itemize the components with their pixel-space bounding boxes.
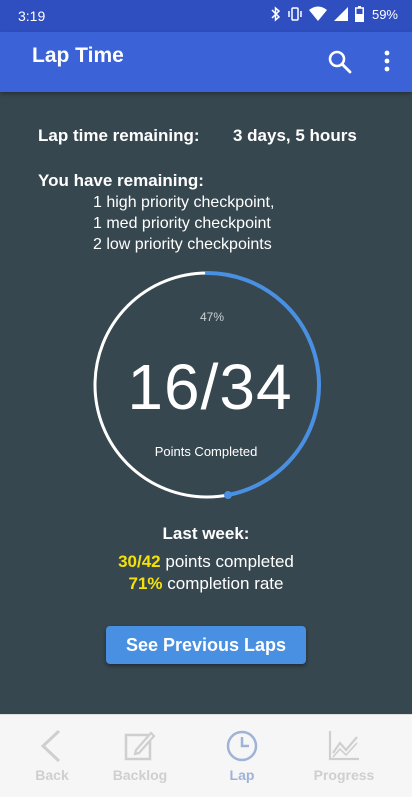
nav-item-backlog[interactable]: Backlog	[102, 715, 178, 797]
clock-icon	[226, 730, 258, 762]
signal-icon	[333, 7, 348, 21]
status-bar: 3:19 59%	[0, 0, 412, 32]
nav-label-progress: Progress	[313, 767, 375, 783]
points-completed-label: Points Completed	[154, 444, 258, 459]
see-previous-laps-button[interactable]: See Previous Laps	[106, 626, 306, 664]
remaining-heading: You have remaining:	[38, 171, 204, 190]
search-icon[interactable]	[327, 49, 353, 75]
lap-time-remaining-value: 3 days, 5 hours	[233, 126, 357, 145]
nav-label-lap: Lap	[229, 767, 255, 783]
lap-time-remaining-label: Lap time remaining:	[38, 126, 200, 145]
bluetooth-icon	[271, 6, 281, 22]
wifi-icon	[308, 6, 327, 21]
nav-label-back: Back	[35, 767, 69, 783]
more-vert-icon[interactable]	[377, 49, 397, 75]
app-bar: Lap Time	[0, 32, 412, 92]
remaining-item: 1 med priority checkpoint	[93, 215, 271, 232]
edit-icon	[124, 731, 156, 761]
status-time: 3:19	[18, 8, 46, 24]
chart-icon	[328, 731, 359, 761]
points-completed-value: 16/34	[127, 351, 293, 423]
chevron-left-icon	[40, 729, 61, 763]
progress-ring-arc	[205, 271, 321, 498]
app-title: Lap Time	[32, 44, 124, 67]
nav-item-lap[interactable]: Lap	[212, 715, 272, 797]
progress-ring-knob	[223, 491, 232, 500]
battery-icon	[354, 6, 364, 22]
last-week-points-text: points completed	[160, 552, 294, 571]
lap-time-remaining: Lap time remaining: 3 days, 5 hours	[38, 126, 357, 146]
nav-label-backlog: Backlog	[112, 767, 168, 783]
lap-content: Lap time remaining: 3 days, 5 hours You …	[0, 92, 412, 714]
nav-item-progress[interactable]: Progress	[306, 715, 382, 797]
remaining-item: 2 low priority checkpoints	[93, 236, 272, 253]
battery-percent: 59%	[371, 6, 398, 22]
vibrate-icon	[288, 7, 302, 21]
last-week-rate-text: completion rate	[162, 574, 284, 593]
remaining-item: 1 high priority checkpoint,	[93, 194, 275, 211]
progress-ring	[93, 271, 321, 500]
last-week-points: 30/42 points completed	[0, 552, 412, 572]
progress-percent: 47%	[199, 310, 225, 324]
last-week-rate-value: 71%	[128, 574, 163, 593]
last-week-points-value: 30/42	[118, 552, 161, 571]
last-week-heading: Last week:	[162, 524, 250, 543]
bottom-nav: Back Backlog Lap Progress	[0, 714, 412, 797]
status-icons: 59%	[271, 6, 398, 22]
last-week-rate: 71% completion rate	[0, 574, 412, 594]
nav-item-back[interactable]: Back	[22, 715, 82, 797]
